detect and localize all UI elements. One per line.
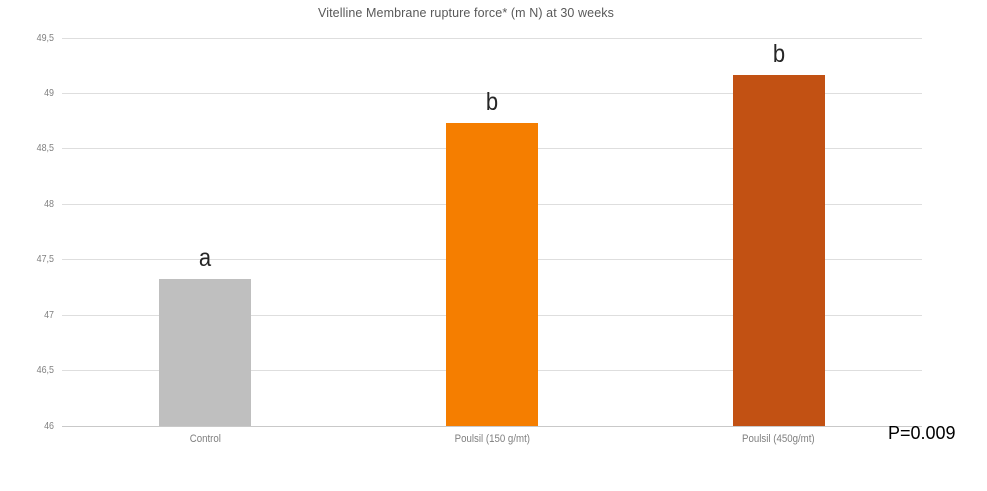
y-tick-label: 46,5	[36, 364, 54, 377]
p-value-annotation: P=0.009	[888, 423, 956, 443]
bar	[159, 278, 252, 426]
y-axis: 46 46,5 47 47,5 48 48,5 49 49,5	[0, 32, 54, 432]
y-tick-label: 46	[44, 419, 54, 432]
x-category-label: Poulsil (450g/mt)	[742, 433, 816, 445]
bar-slot: b	[349, 38, 636, 426]
bar-sig-letter: a	[199, 243, 212, 272]
bar-slot: a	[62, 38, 349, 426]
y-tick-label: 47	[44, 308, 54, 321]
y-tick-label: 47,5	[36, 253, 54, 266]
x-axis-line	[62, 425, 922, 427]
chart-title: Vitelline Membrane rupture force* (m N) …	[318, 6, 614, 20]
bar	[732, 74, 825, 426]
plot-area: a b b	[62, 37, 922, 427]
bars: a b b	[62, 38, 922, 426]
y-tick-label: 48,5	[36, 142, 54, 155]
bar	[446, 123, 538, 426]
y-tick-label: 48	[44, 197, 54, 210]
bar-slot: b	[635, 38, 922, 426]
bar-sig-letter: b	[772, 39, 785, 68]
y-tick-label: 49,5	[36, 31, 54, 44]
x-category-label: Control	[189, 433, 221, 445]
gridline	[62, 92, 922, 94]
x-axis-labels: Control Poulsil (150 g/mt) Poulsil (450g/m…	[62, 433, 922, 445]
bar-sig-letter: b	[485, 88, 499, 117]
gridline	[62, 37, 922, 39]
y-tick-label: 49	[44, 86, 54, 99]
x-category-label: Poulsil (150 g/mt)	[454, 433, 530, 445]
